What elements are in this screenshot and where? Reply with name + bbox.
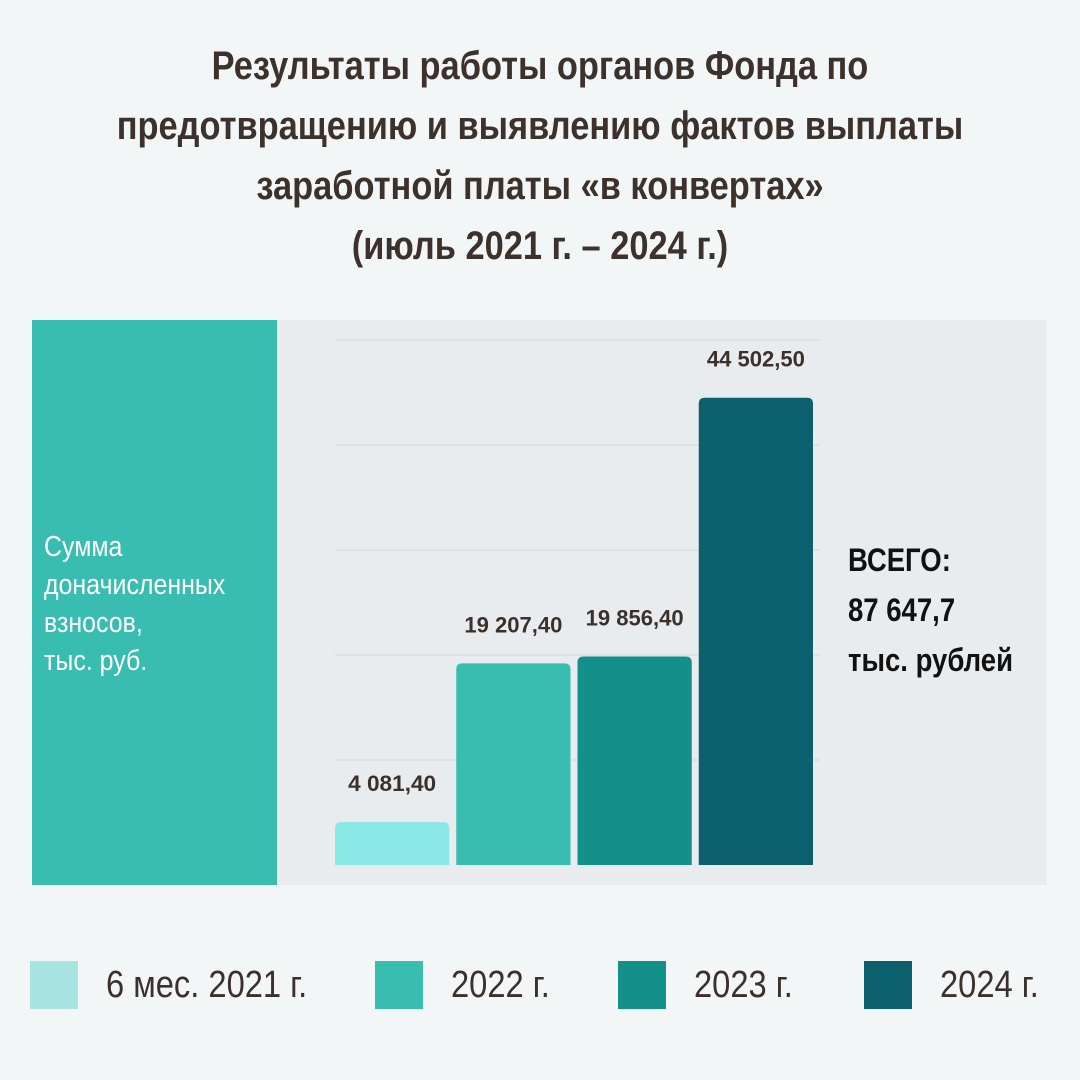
legend-swatch-2023: [618, 961, 666, 1009]
total-unit: тыс. рублей: [848, 642, 1013, 678]
chart-title: Результаты работы органов Фонда по предо…: [110, 36, 970, 276]
legend-item-2021: 6 мес. 2021 г.: [30, 955, 340, 1015]
bar-value-label-1: 4 081,40: [348, 771, 436, 796]
legend-swatch-2022: [375, 961, 423, 1009]
y-label-panel: [32, 320, 277, 885]
y-label-line-2: доначисленных: [44, 569, 226, 601]
title-line-1: Результаты работы органов Фонда по: [211, 44, 869, 88]
legend-label-2022: 2022 г.: [451, 963, 550, 1006]
bar-2: [456, 663, 571, 865]
bar-value-label-4: 44 502,50: [707, 347, 805, 372]
y-label-line-3: взносов,: [44, 607, 143, 639]
bar-4: [698, 397, 813, 865]
legend-swatch-2024: [864, 961, 912, 1009]
legend-item-2024: 2024 г.: [864, 955, 1055, 1015]
legend-item-2023: 2023 г.: [618, 955, 809, 1015]
legend-label-2021: 6 мес. 2021 г.: [106, 963, 308, 1006]
y-axis-label: Сумма доначисленных взносов, тыс. руб.: [44, 528, 250, 680]
legend-swatch-2021: [30, 961, 78, 1009]
bar-3: [577, 656, 692, 865]
title-line-4: (июль 2021 г. – 2024 г.): [351, 224, 729, 268]
title-line-2: предотвращению и выявлению фактов выплат…: [116, 104, 964, 148]
legend-label-2024: 2024 г.: [940, 963, 1039, 1006]
legend-label-2023: 2023 г.: [694, 963, 793, 1006]
total-heading: ВСЕГО:: [848, 542, 951, 578]
total-value: 87 647,7: [848, 592, 956, 628]
bar-1: [335, 822, 450, 865]
legend-item-2022: 2022 г.: [375, 955, 566, 1015]
chart-legend: 6 мес. 2021 г. 2022 г. 2023 г. 2024 г.: [30, 955, 1060, 1015]
bar-value-label-3: 19 856,40: [586, 606, 684, 631]
bar-value-label-2: 19 207,40: [464, 612, 562, 637]
title-line-3: заработной платы «в конвертах»: [256, 164, 824, 208]
total-summary: ВСЕГО: 87 647,7 тыс. рублей: [848, 535, 1013, 685]
y-label-line-1: Сумма: [44, 531, 123, 563]
y-label-line-4: тыс. руб.: [44, 645, 148, 677]
